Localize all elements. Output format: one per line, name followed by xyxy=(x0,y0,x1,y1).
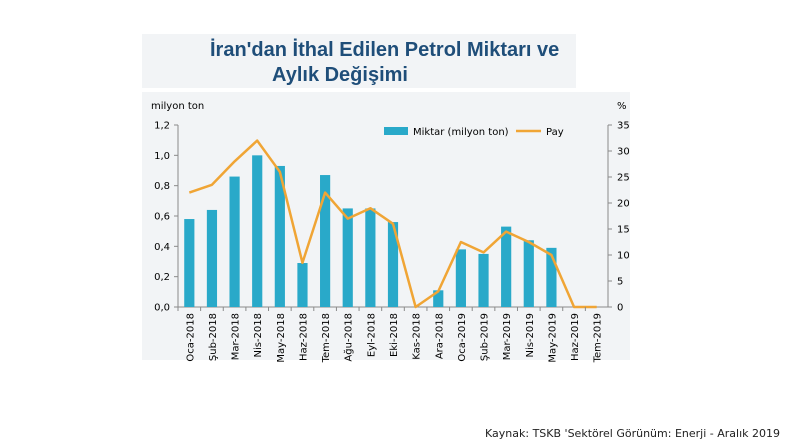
right-tick-label: 0 xyxy=(617,303,623,314)
x-tick-label: May-2018 xyxy=(276,313,287,363)
bar xyxy=(455,249,466,307)
x-tick-label: Şub-2018 xyxy=(208,313,219,361)
left-tick-label: 1,0 xyxy=(154,151,170,162)
source-note: Kaynak: TSKB 'Sektörel Görünüm: Enerji -… xyxy=(485,427,780,440)
chart-title-line-1: İran'dan İthal Edilen Petrol Miktarı ve xyxy=(210,39,560,61)
chart-panel xyxy=(142,92,630,360)
right-tick-label: 25 xyxy=(617,173,630,184)
x-tick-label: Oca-2019 xyxy=(457,313,468,362)
bar xyxy=(523,240,534,307)
bar xyxy=(365,208,376,307)
x-tick-label: Oca-2018 xyxy=(185,313,196,362)
bar xyxy=(274,165,285,307)
right-tick-label: 10 xyxy=(617,251,630,262)
bar xyxy=(387,222,399,307)
legend-bar-swatch xyxy=(384,127,408,135)
x-tick-label: Mar-2019 xyxy=(502,313,513,360)
bar xyxy=(320,175,331,307)
x-tick-label: Haz-2018 xyxy=(298,313,309,361)
pay-line xyxy=(188,139,597,309)
left-tick-label: 1,2 xyxy=(154,121,170,132)
x-tick-label: Tem-2018 xyxy=(321,313,332,363)
bar xyxy=(342,208,353,307)
x-tick-label: Eyl-2018 xyxy=(366,313,377,357)
x-tick-label: Eki-2018 xyxy=(389,313,400,357)
x-tick-label: Mar-2018 xyxy=(231,313,242,360)
legend-bar-label: Miktar (milyon ton) xyxy=(413,127,509,138)
left-tick-label: 0,4 xyxy=(154,242,170,253)
left-tick-label: 0,6 xyxy=(154,212,170,223)
chart-title-line-2: Aylık Değişimi xyxy=(272,64,408,86)
bar xyxy=(297,263,308,307)
bar xyxy=(184,219,195,307)
x-tick-label: Şub-2019 xyxy=(480,313,491,361)
left-tick-label: 0,2 xyxy=(154,272,170,283)
bar xyxy=(229,176,240,307)
x-tick-label: Ara-2018 xyxy=(434,313,445,359)
left-tick-label: 0,0 xyxy=(154,303,170,314)
right-tick-label: 30 xyxy=(617,147,630,158)
right-tick-label: 20 xyxy=(617,199,630,210)
x-tick-label: Kas-2018 xyxy=(412,313,423,360)
title-background xyxy=(142,34,576,88)
right-axis-label: % xyxy=(617,101,627,112)
right-tick-label: 15 xyxy=(617,225,630,236)
bar xyxy=(252,155,263,307)
left-axis-label: milyon ton xyxy=(151,101,204,112)
x-tick-label: Ağu-2018 xyxy=(343,313,355,362)
x-tick-label: Nis-2019 xyxy=(525,313,536,358)
legend-line-label: Pay xyxy=(546,127,564,138)
bar xyxy=(546,247,557,307)
right-tick-label: 5 xyxy=(617,277,623,288)
bar xyxy=(433,290,444,307)
right-tick-label: 35 xyxy=(617,121,630,132)
x-tick-label: Haz-2019 xyxy=(570,313,581,361)
left-tick-label: 0,8 xyxy=(154,181,170,192)
bar xyxy=(501,226,512,307)
x-tick-label: Tem-2019 xyxy=(593,313,604,363)
bar xyxy=(478,253,489,307)
x-tick-label: May-2019 xyxy=(547,313,558,363)
bar xyxy=(206,209,218,307)
x-tick-label: Nis-2018 xyxy=(253,313,264,358)
